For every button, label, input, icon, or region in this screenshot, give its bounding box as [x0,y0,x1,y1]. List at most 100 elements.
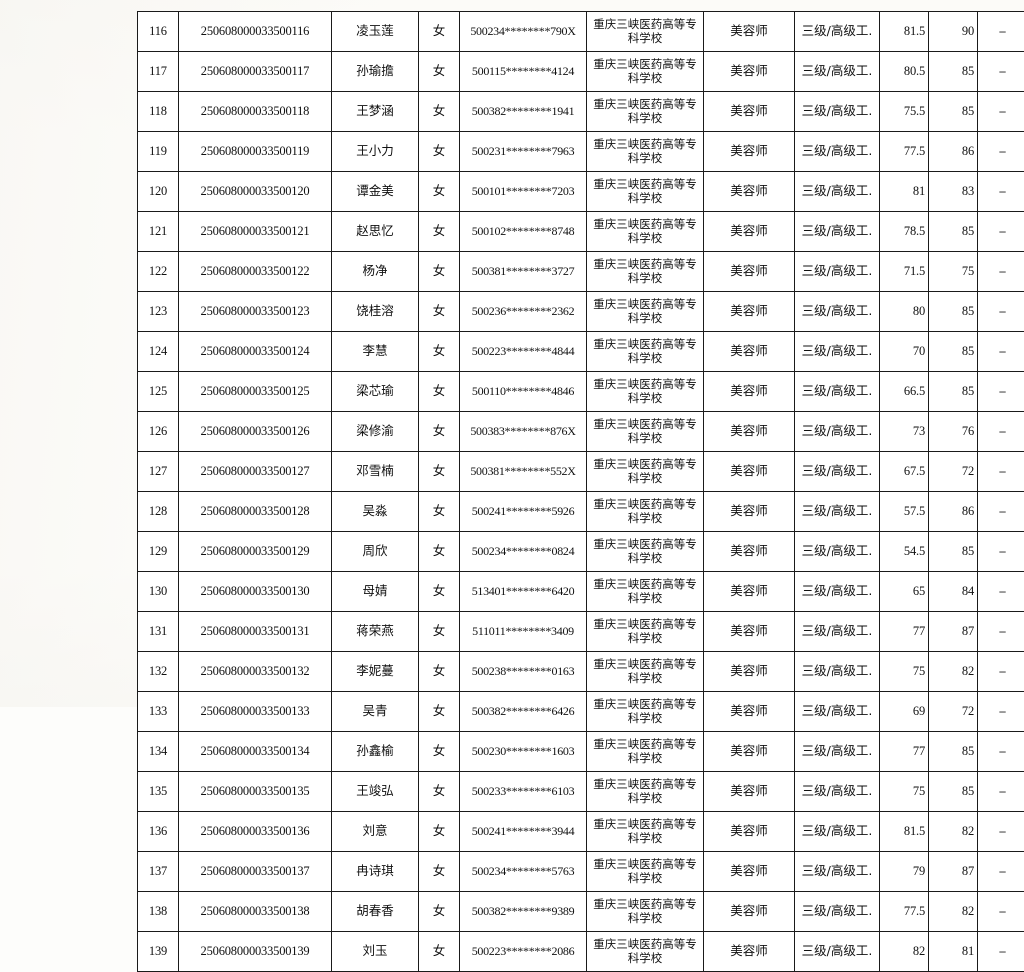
cell-id-number: 500381********3727 [460,252,587,292]
cell-occupation: 美容师 [704,612,795,652]
cell-practical-score: 90 [929,12,978,52]
cell-skill-level: 三级/高级工. [795,332,880,372]
cell-remark-one-text: -- [999,504,1005,518]
cell-occupation-text: 美容师 [730,303,768,318]
cell-candidate-name-text: 蒋荣燕 [356,623,394,638]
cell-gender: 女 [419,52,460,92]
cell-training-institution-line-1: 重庆三峡医药高等专 [590,378,700,392]
cell-occupation-text: 美容师 [730,703,768,718]
cell-training-institution-line-1: 重庆三峡医药高等专 [590,618,700,632]
cell-training-institution: 重庆三峡医药高等专科学校 [587,132,704,172]
cell-skill-level-text: 三级/高级工. [802,303,873,318]
cell-skill-level-text: 三级/高级工. [802,63,873,78]
cell-sequence-number-text: 120 [149,184,167,198]
cell-gender-text: 女 [433,63,446,78]
cell-practical-score: 82 [929,892,978,932]
cell-occupation-text: 美容师 [730,423,768,438]
cell-sequence-number: 122 [138,252,179,292]
cell-sequence-number: 126 [138,412,179,452]
cell-id-number-text: 500234********5763 [472,864,575,878]
cell-id-number-text: 500241********3944 [472,824,575,838]
cell-registration-number-text: 250608000033500126 [201,424,310,438]
cell-id-number-text: 500236********2362 [472,304,575,318]
cell-remark-one-text: -- [999,24,1005,38]
cell-remark-one-text: -- [999,184,1005,198]
cell-gender-text: 女 [433,463,446,478]
cell-training-institution-line-1: 重庆三峡医药高等专 [590,418,700,432]
cell-theory-score-text: 79 [913,864,925,878]
cell-theory-score-text: 80 [913,304,925,318]
cell-remark-one-text: -- [999,664,1005,678]
cell-sequence-number-text: 139 [149,944,167,958]
cell-gender-text: 女 [433,223,446,238]
cell-sequence-number-text: 130 [149,584,167,598]
cell-practical-score: 85 [929,772,978,812]
cell-occupation-text: 美容师 [730,863,768,878]
cell-skill-level-text: 三级/高级工. [802,143,873,158]
cell-training-institution-line-2: 科学校 [590,112,700,126]
cell-training-institution: 重庆三峡医药高等专科学校 [587,932,704,972]
cell-occupation-text: 美容师 [730,143,768,158]
cell-training-institution-line-2: 科学校 [590,552,700,566]
cell-practical-score-text: 90 [962,24,974,38]
cell-theory-score: 78.5 [880,212,929,252]
cell-candidate-name-text: 吴青 [362,703,387,718]
cell-candidate-name-text: 梁修渝 [356,423,394,438]
cell-candidate-name: 冉诗琪 [332,852,419,892]
cell-occupation: 美容师 [704,132,795,172]
cell-gender-text: 女 [433,943,446,958]
cell-gender: 女 [419,252,460,292]
cell-sequence-number: 136 [138,812,179,852]
cell-registration-number: 250608000033500135 [179,772,332,812]
cell-training-institution-line-1: 重庆三峡医药高等专 [590,578,700,592]
cell-training-institution-line-1: 重庆三峡医药高等专 [590,58,700,72]
cell-practical-score-text: 72 [962,704,974,718]
cell-skill-level: 三级/高级工. [795,212,880,252]
cell-skill-level-text: 三级/高级工. [802,903,873,918]
cell-registration-number: 250608000033500136 [179,812,332,852]
cell-occupation: 美容师 [704,252,795,292]
cell-id-number: 500223********2086 [460,932,587,972]
cell-practical-score: 72 [929,452,978,492]
cell-skill-level: 三级/高级工. [795,812,880,852]
cell-skill-level: 三级/高级工. [795,652,880,692]
cell-id-number-text: 511011********3409 [472,624,574,638]
cell-id-number-text: 500383********876X [470,424,575,438]
cell-id-number: 511011********3409 [460,612,587,652]
cell-training-institution-line-1: 重庆三峡医药高等专 [590,778,700,792]
cell-practical-score-text: 85 [962,384,974,398]
cell-id-number-text: 500115********4124 [472,64,574,78]
cell-remark-one-text: -- [999,264,1005,278]
cell-skill-level: 三级/高级工. [795,172,880,212]
cell-practical-score-text: 82 [962,824,974,838]
cell-id-number: 500236********2362 [460,292,587,332]
cell-candidate-name: 母婧 [332,572,419,612]
cell-skill-level-text: 三级/高级工. [802,103,873,118]
cell-id-number: 500241********3944 [460,812,587,852]
cell-theory-score-text: 77 [913,624,925,638]
cell-occupation-text: 美容师 [730,903,768,918]
cell-registration-number-text: 250608000033500122 [201,264,310,278]
cell-gender: 女 [419,692,460,732]
cell-gender: 女 [419,212,460,252]
cell-id-number: 500383********876X [460,412,587,452]
cell-occupation-text: 美容师 [730,223,768,238]
cell-gender-text: 女 [433,703,446,718]
cell-remark-one: -- [978,92,1024,132]
cell-gender-text: 女 [433,783,446,798]
cell-id-number: 500115********4124 [460,52,587,92]
cell-training-institution-line-1: 重庆三峡医药高等专 [590,98,700,112]
cell-id-number-text: 500381********3727 [472,264,575,278]
cell-practical-score: 86 [929,492,978,532]
cell-practical-score-text: 86 [962,144,974,158]
cell-candidate-name: 刘意 [332,812,419,852]
cell-remark-one: -- [978,212,1024,252]
cell-candidate-name: 吴青 [332,692,419,732]
cell-training-institution-line-2: 科学校 [590,512,700,526]
